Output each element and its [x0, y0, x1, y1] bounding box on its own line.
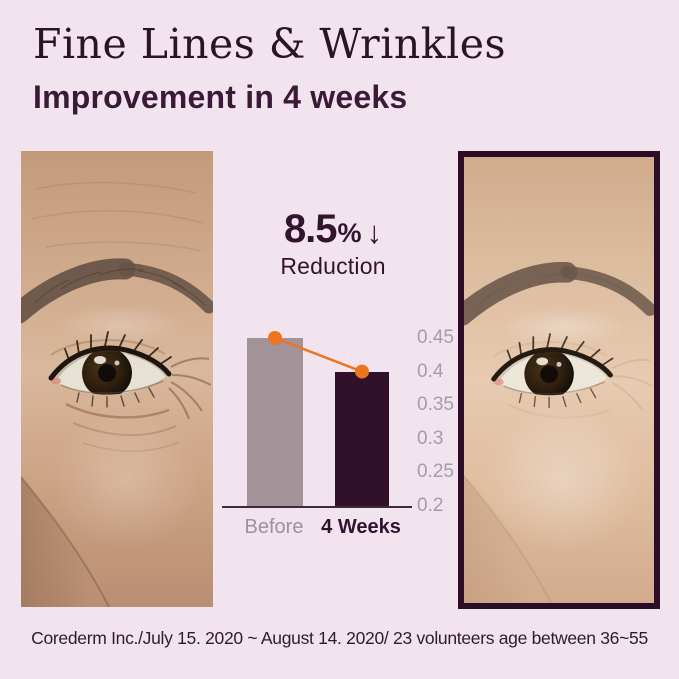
y-tick-label: 0.4: [417, 360, 444, 382]
page-title: Fine Lines & Wrinkles: [33, 20, 507, 68]
trend-line: [268, 331, 369, 379]
upper-lashes: [506, 333, 614, 368]
lower-lash-line: [503, 381, 605, 395]
x-label-4weeks: 4 Weeks: [321, 516, 401, 538]
chart-bar: [335, 371, 389, 506]
trend-dot-before: [268, 331, 282, 345]
percent-sign: %: [337, 218, 362, 248]
after-photo-illustration: [464, 157, 654, 603]
y-tick-label: 0.2: [417, 494, 444, 516]
study-footnote: Corederm Inc./July 15. 2020 ~ August 14.…: [31, 628, 648, 648]
cheek-highlight: [51, 411, 201, 551]
caruncle: [51, 377, 61, 385]
nose-fold-line: [21, 476, 110, 607]
eye: [48, 331, 172, 408]
nose-fold-shadow: [464, 475, 552, 603]
pupil: [540, 365, 559, 383]
y-tick-label: 0.45: [417, 327, 454, 348]
page-subtitle: Improvement in 4 weeks: [33, 79, 408, 115]
lower-lash-line: [60, 380, 164, 394]
caruncle: [493, 378, 504, 386]
nose-fold-line: [464, 475, 552, 603]
eyelid-crease: [50, 339, 166, 356]
down-arrow-icon: ↓: [366, 215, 383, 250]
eye-highlight: [536, 357, 549, 366]
chart-plot: [222, 330, 412, 508]
y-axis-ticks: 0.45 0.4 0.35 0.3 0.25 0.2: [417, 327, 467, 517]
forehead-lines: [30, 181, 204, 252]
eyebrow: [21, 258, 213, 324]
x-label-before: Before: [244, 516, 304, 538]
chart-bar: [247, 338, 303, 506]
nose-fold-shadow: [21, 477, 109, 607]
cheek-highlight: [483, 406, 643, 554]
y-tick-label: 0.3: [417, 427, 444, 449]
eye: [491, 333, 614, 409]
reduction-stat: 8.5 % ↓ Reduction: [233, 207, 433, 280]
lower-lashes: [76, 387, 155, 408]
crows-feet-wrinkles: [168, 357, 212, 420]
pupil: [98, 364, 116, 382]
brow-highlight: [59, 305, 183, 345]
x-axis-line: [222, 506, 412, 508]
reduction-label: Reduction: [280, 253, 386, 279]
upper-lashes: [64, 331, 172, 366]
eyebrow: [464, 262, 654, 326]
after-photo: [458, 151, 660, 609]
lower-lashes: [518, 388, 597, 409]
y-tick-label: 0.35: [417, 394, 454, 416]
before-photo-illustration: [21, 151, 213, 607]
y-tick-label: 0.25: [417, 461, 454, 483]
brow-highlight: [501, 307, 625, 347]
eyelid-crease: [493, 341, 608, 358]
eye-highlight: [94, 356, 106, 364]
crows-feet-wrinkles: [611, 358, 653, 412]
bar-chart: 0.45 0.4 0.35 0.3 0.25 0.2 Before 4 Weeks: [222, 327, 462, 545]
trend-dot-4weeks: [355, 364, 369, 379]
reduction-value: 8.5: [283, 207, 338, 251]
before-photo: [21, 151, 213, 607]
